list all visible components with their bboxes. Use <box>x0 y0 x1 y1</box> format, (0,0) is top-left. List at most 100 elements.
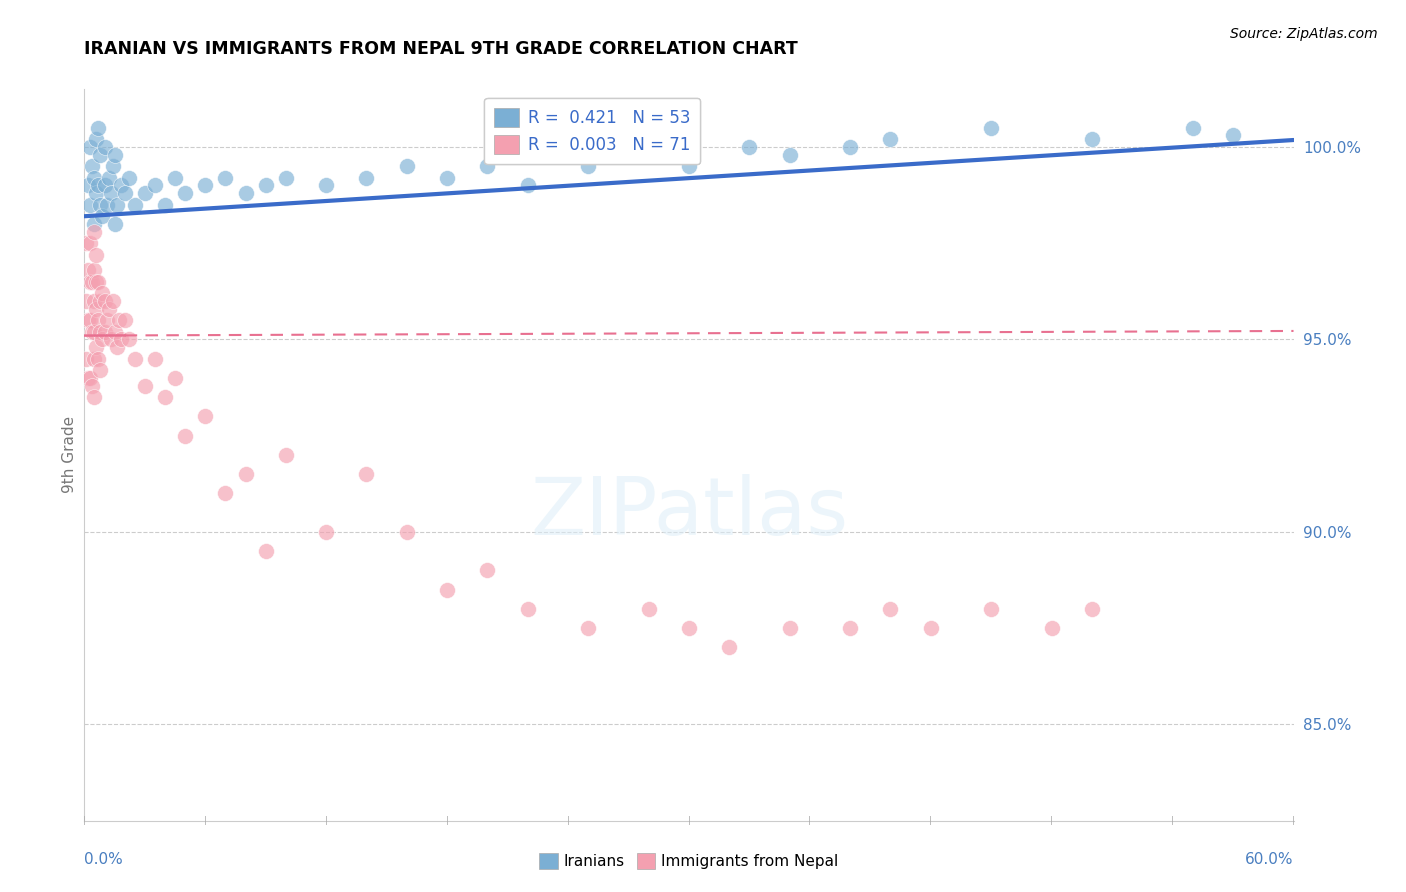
Point <box>77 313 100 327</box>
Legend: Iranians, Immigrants from Nepal: Iranians, Immigrants from Nepal <box>533 847 845 875</box>
Point <box>194 409 217 424</box>
Point <box>101 159 124 173</box>
Point <box>315 178 337 193</box>
Text: Source: ZipAtlas.com: Source: ZipAtlas.com <box>1230 27 1378 41</box>
Point <box>86 186 108 201</box>
Point <box>91 333 114 347</box>
Point <box>77 371 100 385</box>
Point <box>93 178 115 193</box>
Point <box>1222 128 1244 143</box>
Point <box>274 170 297 185</box>
Point <box>89 147 111 161</box>
Point <box>165 371 187 385</box>
Point <box>79 140 101 154</box>
Point <box>779 147 801 161</box>
Text: |: | <box>204 816 207 825</box>
Point <box>104 325 127 339</box>
Point <box>96 197 118 211</box>
Point <box>356 467 378 482</box>
Point <box>79 313 101 327</box>
Point <box>143 178 166 193</box>
Point <box>153 390 176 404</box>
Point <box>105 340 128 354</box>
Point <box>134 378 156 392</box>
Text: |: | <box>808 816 811 825</box>
Point <box>83 217 105 231</box>
Point <box>87 313 110 327</box>
Text: |: | <box>1292 816 1295 825</box>
Text: 0.0%: 0.0% <box>84 852 124 867</box>
Point <box>174 428 197 442</box>
Point <box>124 351 146 366</box>
Point <box>100 186 122 201</box>
Point <box>77 178 100 193</box>
Point <box>105 197 128 211</box>
Point <box>86 132 108 146</box>
Point <box>110 178 132 193</box>
Point <box>79 371 101 385</box>
Point <box>101 293 124 308</box>
Point <box>87 351 110 366</box>
Point <box>86 340 108 354</box>
Point <box>75 236 97 251</box>
Y-axis label: 9th Grade: 9th Grade <box>62 417 77 493</box>
Point <box>194 178 217 193</box>
Point <box>143 351 166 366</box>
Point <box>214 486 236 500</box>
Text: |: | <box>1050 816 1053 825</box>
Point <box>83 225 105 239</box>
Point <box>315 524 337 539</box>
Point <box>96 313 118 327</box>
Point <box>82 275 104 289</box>
Point <box>576 621 599 635</box>
Point <box>395 159 418 173</box>
Text: |: | <box>1171 816 1174 825</box>
Point <box>153 197 176 211</box>
Point <box>79 275 101 289</box>
Point <box>97 301 120 316</box>
Point <box>678 621 700 635</box>
Point <box>87 275 110 289</box>
Text: |: | <box>446 816 449 825</box>
Point <box>93 140 115 154</box>
Point <box>83 293 105 308</box>
Point <box>77 263 100 277</box>
Point <box>118 170 141 185</box>
Point <box>82 325 104 339</box>
Point <box>97 170 120 185</box>
Point <box>839 140 862 154</box>
Point <box>637 147 659 161</box>
Point <box>104 217 127 231</box>
Point <box>395 524 418 539</box>
Point <box>100 333 122 347</box>
Point <box>83 390 105 404</box>
Point <box>104 147 127 161</box>
Text: |: | <box>325 816 328 825</box>
Point <box>839 621 862 635</box>
Point <box>235 186 257 201</box>
Point <box>516 602 538 616</box>
Point <box>79 236 101 251</box>
Point <box>637 602 659 616</box>
Point <box>89 363 111 377</box>
Point <box>516 178 538 193</box>
Text: |: | <box>83 816 86 825</box>
Text: |: | <box>567 816 569 825</box>
Point <box>75 351 97 366</box>
Point <box>879 132 901 146</box>
Point <box>86 275 108 289</box>
Point <box>110 333 132 347</box>
Point <box>75 293 97 308</box>
Point <box>576 159 599 173</box>
Point <box>134 186 156 201</box>
Point <box>87 178 110 193</box>
Point <box>87 120 110 135</box>
Point <box>356 170 378 185</box>
Point <box>89 197 111 211</box>
Point <box>174 186 197 201</box>
Point <box>91 286 114 301</box>
Point <box>235 467 257 482</box>
Point <box>1040 621 1063 635</box>
Point <box>477 159 499 173</box>
Point <box>436 582 458 597</box>
